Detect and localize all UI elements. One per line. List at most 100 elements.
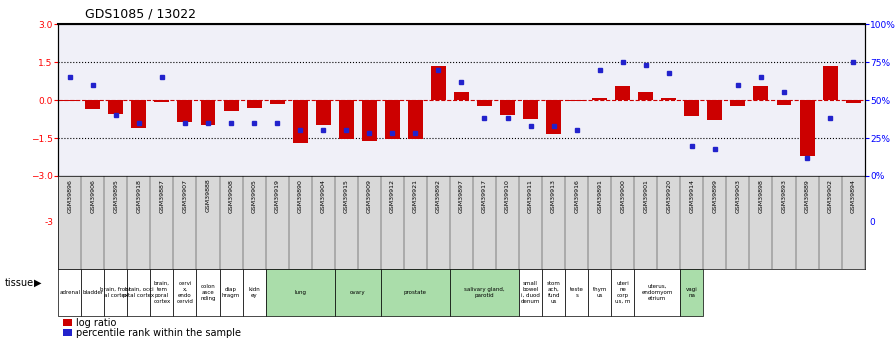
Bar bbox=[246, 100, 262, 108]
Text: 0: 0 bbox=[869, 218, 874, 227]
Text: ovary: ovary bbox=[350, 290, 366, 295]
Bar bbox=[177, 100, 193, 121]
Bar bbox=[661, 98, 676, 100]
Text: GSM39887: GSM39887 bbox=[159, 179, 165, 213]
Bar bbox=[569, 100, 584, 101]
Text: GSM39888: GSM39888 bbox=[205, 179, 211, 213]
Text: stom
ach,
fund
us: stom ach, fund us bbox=[547, 281, 561, 304]
Text: GSM39910: GSM39910 bbox=[505, 179, 510, 213]
Text: brain, front
al cortex: brain, front al cortex bbox=[100, 287, 132, 298]
Text: GSM39908: GSM39908 bbox=[228, 179, 234, 213]
Bar bbox=[381, 269, 450, 316]
Bar bbox=[777, 100, 791, 105]
Text: small
bowel
i, duod
denum: small bowel i, duod denum bbox=[521, 281, 540, 304]
Text: GSM39890: GSM39890 bbox=[297, 179, 303, 213]
Text: GSM39900: GSM39900 bbox=[620, 179, 625, 213]
Bar bbox=[315, 100, 331, 125]
Bar bbox=[151, 269, 174, 316]
Bar bbox=[362, 100, 376, 140]
Text: ▶: ▶ bbox=[34, 278, 41, 288]
Text: colon
asce
nding: colon asce nding bbox=[200, 284, 216, 301]
Bar bbox=[685, 100, 699, 117]
Text: diap
hragm: diap hragm bbox=[222, 287, 240, 298]
Bar bbox=[174, 269, 196, 316]
Bar bbox=[265, 269, 335, 316]
Bar bbox=[127, 269, 151, 316]
Text: GSM39909: GSM39909 bbox=[366, 179, 372, 213]
Bar bbox=[82, 269, 104, 316]
Bar bbox=[450, 269, 519, 316]
Bar bbox=[707, 100, 722, 120]
Text: GSM39914: GSM39914 bbox=[689, 179, 694, 213]
Text: GSM39904: GSM39904 bbox=[321, 179, 326, 213]
Bar bbox=[293, 100, 307, 143]
Text: GSM39911: GSM39911 bbox=[528, 179, 533, 213]
Bar bbox=[201, 100, 215, 125]
Text: percentile rank within the sample: percentile rank within the sample bbox=[76, 328, 241, 338]
Text: GSM39903: GSM39903 bbox=[736, 179, 740, 213]
Text: thym
us: thym us bbox=[592, 287, 607, 298]
Bar bbox=[500, 100, 515, 115]
Bar bbox=[335, 269, 381, 316]
Bar bbox=[588, 269, 611, 316]
Bar bbox=[754, 86, 769, 100]
Text: kidn
ey: kidn ey bbox=[248, 287, 260, 298]
Text: GSM39915: GSM39915 bbox=[344, 179, 349, 213]
Bar bbox=[730, 100, 745, 106]
Text: GSM39919: GSM39919 bbox=[274, 179, 280, 213]
Bar bbox=[85, 100, 100, 109]
Text: teste
s: teste s bbox=[570, 287, 583, 298]
Text: GSM39916: GSM39916 bbox=[574, 179, 579, 213]
Text: GSM39921: GSM39921 bbox=[413, 179, 418, 213]
Text: log ratio: log ratio bbox=[76, 318, 116, 327]
Bar bbox=[542, 269, 565, 316]
Text: uteri
ne
corp
us, m: uteri ne corp us, m bbox=[615, 281, 631, 304]
Text: bladder: bladder bbox=[82, 290, 103, 295]
Text: GSM39917: GSM39917 bbox=[482, 179, 487, 213]
Text: GDS1085 / 13022: GDS1085 / 13022 bbox=[85, 8, 196, 21]
Text: GSM39893: GSM39893 bbox=[781, 179, 787, 213]
Bar bbox=[243, 269, 265, 316]
Text: GSM39895: GSM39895 bbox=[113, 179, 118, 213]
Text: brain, occi
pital cortex: brain, occi pital cortex bbox=[124, 287, 154, 298]
Bar bbox=[616, 86, 630, 100]
Text: adrenal: adrenal bbox=[59, 290, 81, 295]
Bar bbox=[638, 92, 653, 100]
Bar bbox=[823, 66, 838, 100]
Text: brain,
tem
poral
cortex: brain, tem poral cortex bbox=[153, 281, 170, 304]
Bar bbox=[846, 100, 860, 102]
Bar bbox=[519, 269, 542, 316]
Bar bbox=[477, 100, 492, 106]
Text: lung: lung bbox=[294, 290, 306, 295]
Text: GSM39896: GSM39896 bbox=[67, 179, 73, 213]
Bar bbox=[634, 269, 680, 316]
Bar bbox=[108, 100, 124, 114]
Bar bbox=[592, 98, 607, 100]
Bar bbox=[154, 100, 169, 102]
Text: GSM39913: GSM39913 bbox=[551, 179, 556, 213]
Text: vagi
na: vagi na bbox=[686, 287, 698, 298]
Bar bbox=[431, 66, 446, 100]
Bar bbox=[339, 100, 354, 139]
Bar bbox=[799, 100, 814, 156]
Bar bbox=[680, 269, 703, 316]
Text: GSM39905: GSM39905 bbox=[252, 179, 256, 213]
Bar bbox=[224, 100, 238, 111]
Text: GSM39897: GSM39897 bbox=[459, 179, 464, 213]
Bar bbox=[196, 269, 220, 316]
Bar bbox=[58, 269, 82, 316]
Bar bbox=[565, 269, 588, 316]
Bar bbox=[63, 100, 77, 101]
Bar bbox=[270, 100, 285, 104]
Text: GSM39898: GSM39898 bbox=[758, 179, 763, 213]
Bar bbox=[104, 269, 127, 316]
Bar bbox=[523, 100, 538, 119]
Text: GSM39912: GSM39912 bbox=[390, 179, 395, 213]
Text: tissue: tissue bbox=[4, 278, 34, 288]
Text: GSM39899: GSM39899 bbox=[712, 179, 718, 213]
Text: GSM39902: GSM39902 bbox=[828, 179, 832, 213]
Text: GSM39907: GSM39907 bbox=[183, 179, 187, 213]
Text: GSM39894: GSM39894 bbox=[850, 179, 856, 213]
Text: GSM39889: GSM39889 bbox=[805, 179, 810, 213]
Text: GSM39901: GSM39901 bbox=[643, 179, 649, 213]
